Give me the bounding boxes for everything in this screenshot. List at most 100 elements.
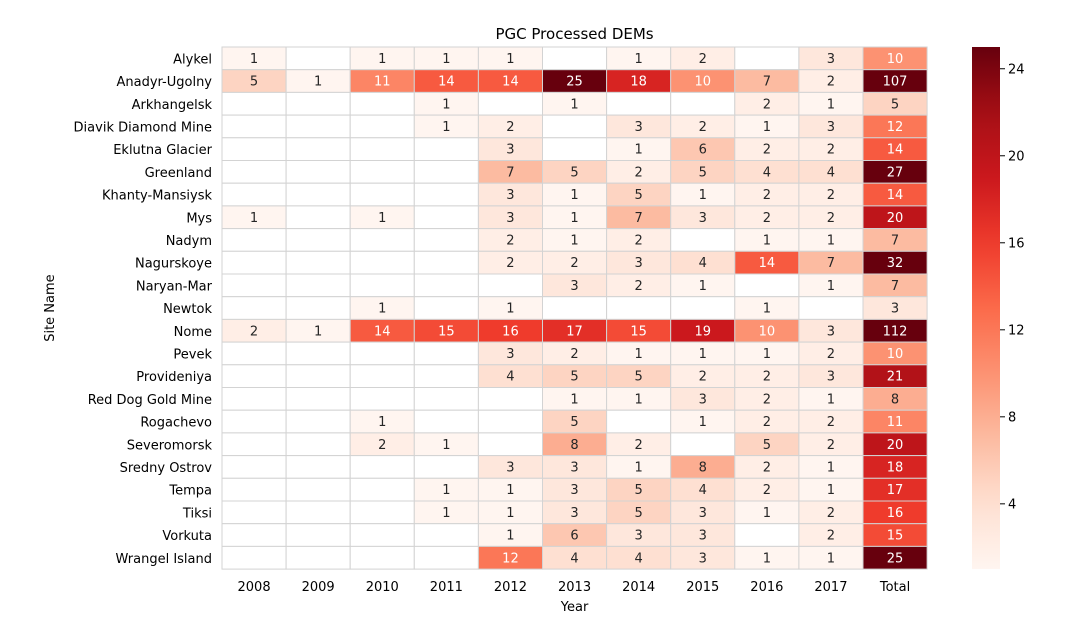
cell-value-label: 27 <box>887 165 904 180</box>
cell-value-label: 1 <box>699 279 707 294</box>
heatmap-cell <box>349 477 415 502</box>
cell-value-label: 1 <box>827 483 835 498</box>
y-tick-label: Provideniya <box>136 370 212 385</box>
cell-value-label: 1 <box>442 52 450 67</box>
heatmap-cell <box>221 455 287 479</box>
heatmap-cell <box>221 409 287 434</box>
heatmap-cell <box>285 46 351 71</box>
cell-value-label: 7 <box>635 211 643 226</box>
heatmap-cell <box>477 432 543 457</box>
heatmap-cell <box>221 273 287 298</box>
cell-value-label: 5 <box>635 188 643 203</box>
y-tick-label: Nagurskoye <box>135 257 212 272</box>
cell-value-label: 10 <box>887 52 904 67</box>
heatmap-cell <box>413 205 479 230</box>
colorbar-tick-label: 4 <box>1008 497 1016 512</box>
cell-value-label: 1 <box>763 347 771 362</box>
cell-value-label: 14 <box>502 75 519 90</box>
cell-value-label: 10 <box>887 347 904 362</box>
heatmap-cell <box>798 296 864 320</box>
x-tick-label: 2008 <box>238 580 271 595</box>
cell-value-label: 1 <box>506 483 514 498</box>
cell-value-label: 5 <box>763 438 771 453</box>
cell-value-label: 5 <box>635 370 643 385</box>
cell-value-label: 17 <box>566 324 583 339</box>
heatmap-cell <box>349 91 415 116</box>
heatmap-cell <box>221 432 287 457</box>
heatmap-cell <box>221 137 287 162</box>
heatmap-cell <box>413 364 479 388</box>
heatmap-cell <box>413 250 479 275</box>
heatmap-cell <box>542 137 608 162</box>
heatmap-cell <box>285 545 351 570</box>
y-axis-ticks: Alykel Anadyr-Ugolny Arkhangelsk Diavik Dia… <box>74 52 213 566</box>
cell-value-label: 1 <box>827 460 835 475</box>
cell-value-label: 10 <box>759 324 776 339</box>
y-tick-label: Alykel <box>173 52 212 67</box>
cell-value-label: 2 <box>763 211 771 226</box>
heatmap-cell <box>413 523 479 547</box>
cell-value-label: 7 <box>506 165 514 180</box>
cell-value-label: 1 <box>635 52 643 67</box>
x-axis-ticks: 2008 2009 2010 2011 2012 2013 2014 2015 2016 2017… <box>238 580 911 595</box>
y-tick-label: Tiksi <box>182 506 212 521</box>
cell-value-label: 3 <box>827 370 835 385</box>
y-tick-label: Arkhangelsk <box>132 98 213 113</box>
x-tick-label: Total <box>879 580 910 595</box>
cell-value-label: 1 <box>442 120 450 135</box>
cell-value-label: 14 <box>438 75 455 90</box>
cell-value-label: 1 <box>378 52 386 67</box>
y-tick-label: Anadyr-Ugolny <box>116 75 212 90</box>
cell-value-label: 1 <box>506 52 514 67</box>
heatmap-cell <box>477 91 543 116</box>
heatmap-cell <box>477 409 543 434</box>
cell-value-label: 18 <box>887 460 904 475</box>
heatmap-cell <box>349 250 415 275</box>
y-tick-label: Diavik Diamond Mine <box>74 120 212 135</box>
heatmap-cell <box>285 273 351 298</box>
cell-value-label: 2 <box>827 347 835 362</box>
cell-value-label: 1 <box>827 233 835 248</box>
heatmap-cell <box>413 160 479 184</box>
heatmap-cell <box>285 387 351 411</box>
heatmap-cell <box>670 296 736 320</box>
cell-value-label: 5 <box>699 165 707 180</box>
cell-value-label: 1 <box>250 211 258 226</box>
heatmap-cell <box>606 296 672 320</box>
cell-value-label: 1 <box>699 347 707 362</box>
cell-value-label: 4 <box>635 551 643 566</box>
heatmap-cell <box>349 545 415 570</box>
cell-value-label: 2 <box>763 460 771 475</box>
cell-value-label: 1 <box>763 506 771 521</box>
cell-value-label: 1 <box>378 302 386 317</box>
cell-value-label: 15 <box>887 529 904 544</box>
cell-value-label: 1 <box>378 415 386 430</box>
cell-value-label: 5 <box>250 75 258 90</box>
y-tick-label: Wrangel Island <box>116 552 213 567</box>
cell-value-label: 21 <box>887 370 904 385</box>
heatmap-cell <box>221 500 287 525</box>
cell-value-label: 3 <box>699 506 707 521</box>
cell-value-label: 3 <box>570 483 578 498</box>
cell-value-label: 8 <box>570 438 578 453</box>
heatmap-cell <box>221 91 287 116</box>
cell-value-label: 4 <box>506 370 514 385</box>
cell-value-label: 10 <box>694 75 711 90</box>
cell-value-label: 1 <box>250 52 258 67</box>
heatmap-cell <box>221 364 287 388</box>
cell-value-label: 16 <box>502 324 519 339</box>
cell-value-label: 2 <box>763 392 771 407</box>
cell-value-label: 2 <box>827 188 835 203</box>
cell-value-label: 1 <box>506 506 514 521</box>
cell-value-label: 1 <box>442 506 450 521</box>
heatmap-cell <box>349 387 415 411</box>
heatmap-cell <box>285 182 351 207</box>
cell-value-label: 1 <box>827 392 835 407</box>
cell-value-label: 3 <box>891 302 899 317</box>
y-tick-label: Tempa <box>168 484 212 499</box>
cell-value-label: 1 <box>699 415 707 430</box>
heatmap-cell <box>285 228 351 252</box>
cell-value-label: 7 <box>891 233 899 248</box>
y-axis-title: Site Name <box>43 274 58 341</box>
heatmap-cell <box>349 364 415 388</box>
